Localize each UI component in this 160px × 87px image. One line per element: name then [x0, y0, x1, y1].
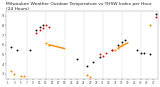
Point: [86, 66, 88, 67]
Point: [155, 13, 158, 14]
Point: [38, 27, 41, 28]
Point: [76, 59, 79, 60]
Point: [101, 56, 104, 57]
Point: [41, 27, 44, 29]
Point: [117, 44, 120, 45]
Point: [111, 49, 113, 50]
Point: [124, 39, 126, 41]
Point: [10, 46, 12, 47]
Point: [98, 57, 101, 58]
Point: [45, 25, 47, 26]
Point: [149, 54, 151, 55]
Point: [98, 54, 101, 55]
Point: [111, 49, 113, 50]
Point: [16, 49, 19, 50]
Point: [136, 49, 139, 50]
Point: [104, 52, 107, 53]
Point: [19, 75, 22, 77]
Point: [142, 52, 145, 53]
Point: [155, 17, 158, 18]
Point: [86, 74, 88, 76]
Point: [139, 52, 142, 53]
Point: [117, 47, 120, 48]
Point: [120, 44, 123, 45]
Point: [48, 27, 50, 28]
Point: [114, 49, 117, 50]
Point: [41, 25, 44, 26]
Text: Milwaukee Weather Outdoor Temperature vs THSW Index per Hour (24 Hours): Milwaukee Weather Outdoor Temperature vs…: [6, 2, 152, 11]
Point: [35, 32, 38, 34]
Point: [89, 76, 91, 78]
Point: [23, 75, 25, 77]
Point: [10, 70, 12, 72]
Point: [45, 42, 47, 44]
Point: [13, 73, 16, 75]
Point: [35, 29, 38, 31]
Point: [48, 44, 50, 45]
Point: [149, 25, 151, 26]
Point: [120, 41, 123, 43]
Point: [29, 49, 31, 50]
Point: [92, 62, 95, 63]
Point: [38, 29, 41, 31]
